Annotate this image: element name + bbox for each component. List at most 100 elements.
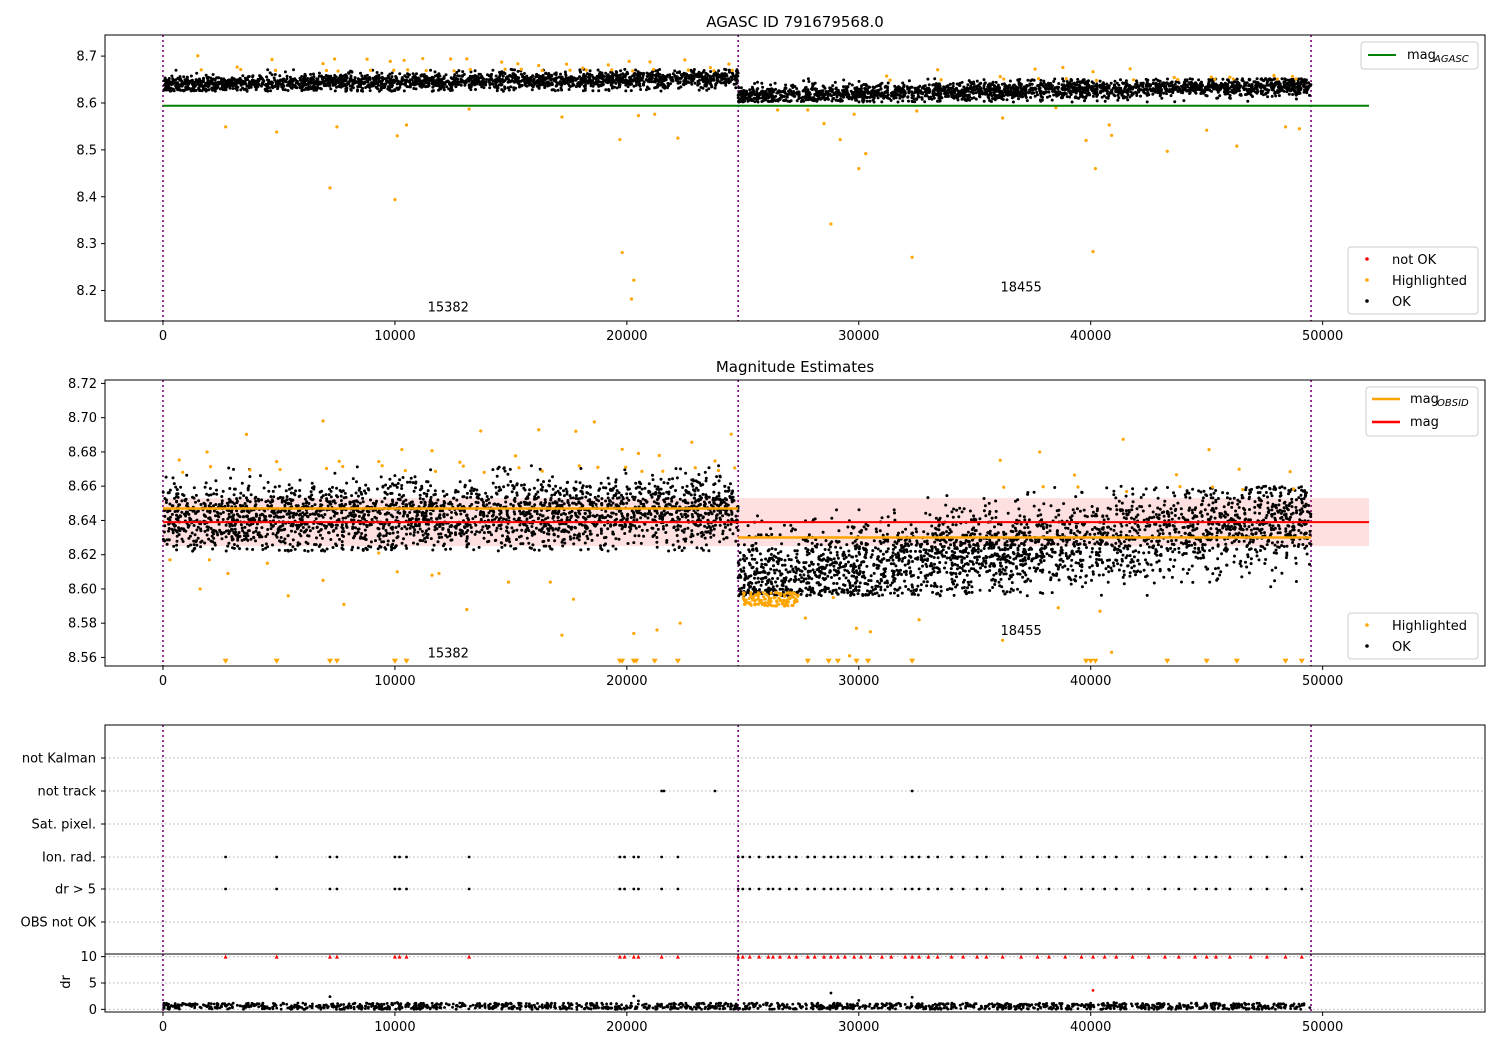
ok-point: [480, 83, 484, 87]
ok-point: [871, 98, 875, 102]
ok-point: [242, 88, 246, 91]
ok-point: [275, 82, 278, 86]
ok-point: [203, 83, 207, 87]
ok-point: [1176, 90, 1180, 93]
highlighted-point: [1294, 77, 1298, 81]
ok-point: [412, 530, 416, 534]
ok-point: [294, 86, 298, 89]
ok-point: [1063, 92, 1067, 96]
ok-point: [671, 477, 674, 481]
ok-point: [455, 71, 459, 74]
ok-point: [423, 77, 427, 81]
ok-point: [325, 84, 329, 88]
ok-point: [337, 76, 341, 80]
ok-point: [1199, 80, 1203, 84]
ok-point: [414, 82, 418, 86]
ok-point: [1188, 91, 1192, 95]
ok-point: [418, 82, 421, 86]
ok-point: [789, 92, 792, 96]
ok-point: [564, 72, 568, 76]
highlighted-point: [196, 54, 200, 58]
ok-point: [1246, 92, 1250, 95]
ok-point: [495, 85, 499, 88]
y-tick-label: 8.5: [76, 143, 97, 158]
ok-point: [817, 89, 821, 93]
ok-point: [356, 85, 360, 89]
ok-point: [1159, 89, 1163, 93]
ok-point: [975, 79, 979, 83]
ok-point: [711, 74, 715, 78]
ok-point: [1221, 77, 1225, 81]
ok-point: [294, 81, 298, 85]
ok-point: [1039, 81, 1043, 85]
ok-point: [857, 79, 861, 83]
ok-point: [181, 540, 185, 543]
ok-point: [454, 83, 458, 87]
ok-point: [776, 99, 780, 103]
ok-point: [285, 83, 289, 87]
ok-point: [911, 91, 914, 95]
ok-point: [362, 77, 366, 81]
ok-point: [347, 71, 351, 75]
ok-point: [459, 83, 463, 87]
ok-point: [808, 92, 812, 96]
ok-point: [611, 77, 615, 81]
highlighted-point: [648, 60, 652, 64]
ok-point: [619, 69, 623, 73]
ok-point: [645, 528, 649, 532]
ok-point: [602, 75, 606, 78]
ok-point: [760, 91, 764, 94]
ok-point: [821, 89, 825, 93]
ok-point: [1107, 94, 1111, 98]
ok-point: [687, 76, 690, 80]
ok-point: [678, 497, 682, 501]
ok-point: [974, 91, 978, 95]
ok-point: [886, 93, 890, 97]
obsid-label: 18455: [1000, 280, 1041, 295]
ok-point: [552, 79, 556, 82]
ok-point: [1145, 100, 1149, 104]
ok-point: [709, 77, 713, 81]
ok-point: [559, 72, 562, 76]
highlighted-point: [448, 57, 453, 61]
ok-point: [937, 82, 941, 86]
ok-point: [1094, 90, 1098, 94]
ok-point: [241, 74, 245, 78]
ok-point: [1033, 94, 1037, 98]
highlighted-point: [1205, 128, 1209, 132]
ok-point: [1144, 77, 1148, 81]
ok-point: [1236, 80, 1240, 84]
highlighted-point: [822, 122, 826, 126]
ok-point: [864, 83, 868, 86]
ok-point: [192, 84, 195, 88]
ok-point: [228, 84, 232, 88]
ok-point: [649, 72, 653, 75]
ok-point: [756, 80, 759, 84]
ok-point: [352, 78, 356, 82]
highlighted-point: [1165, 149, 1169, 153]
ok-point: [483, 83, 487, 87]
ok-point: [651, 73, 655, 77]
ok-point: [633, 534, 637, 538]
ok-point: [1128, 95, 1132, 99]
ok-point: [1157, 83, 1161, 87]
ok-point: [738, 90, 742, 93]
ok-point: [868, 99, 872, 103]
ok-point: [570, 509, 574, 513]
ok-point: [1024, 88, 1028, 92]
ok-point: [715, 78, 719, 82]
ok-point: [522, 72, 526, 75]
ok-point: [1027, 91, 1030, 95]
ok-point: [340, 79, 344, 83]
ok-point: [277, 484, 281, 488]
ok-point: [1232, 80, 1236, 84]
ok-point: [175, 83, 179, 86]
ok-point: [408, 85, 412, 89]
ok-point: [1274, 94, 1278, 98]
ok-point: [1145, 92, 1149, 96]
ok-point: [353, 76, 357, 80]
ok-point: [301, 84, 305, 88]
ok-point: [1260, 91, 1263, 95]
ok-point: [1182, 99, 1186, 103]
